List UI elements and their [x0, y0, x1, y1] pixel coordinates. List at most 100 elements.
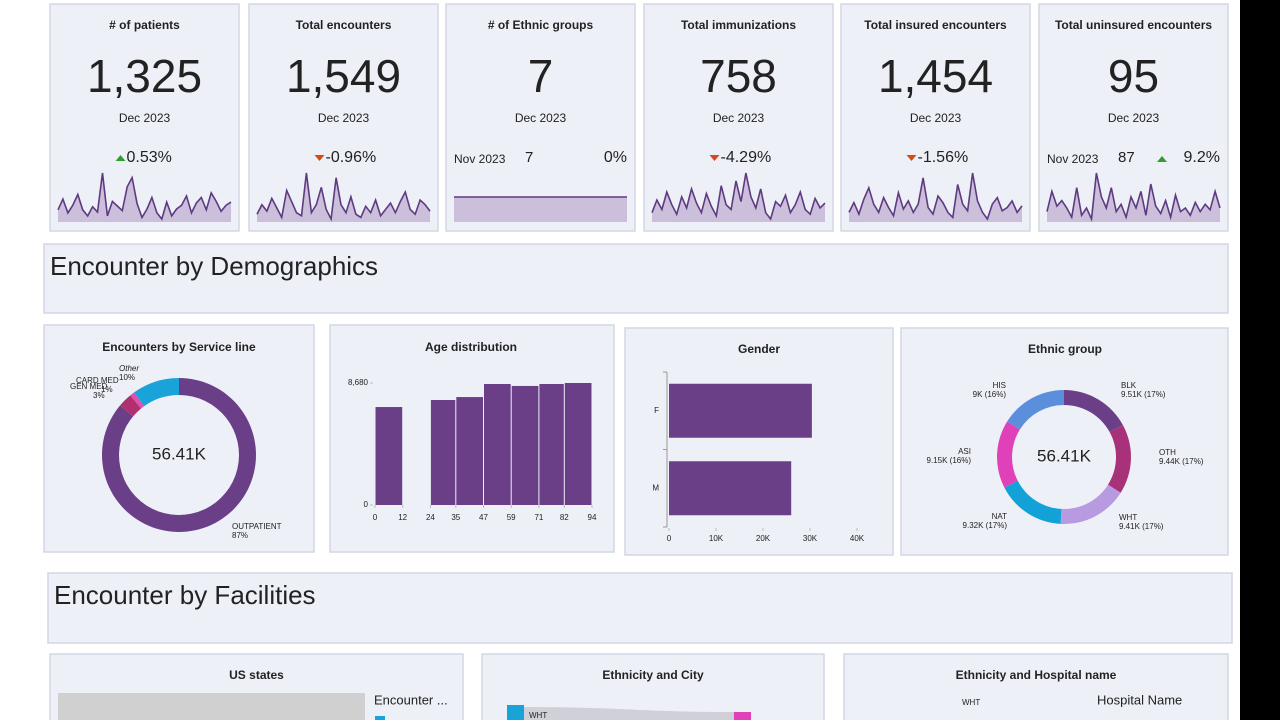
- y-tick-label: 0: [364, 500, 369, 509]
- donut-value-label: 9.44K (17%): [1159, 457, 1204, 466]
- donut-value-label: 10%: [119, 373, 135, 382]
- x-tick-label: 10K: [709, 534, 724, 543]
- donut-label: WHT: [1119, 513, 1137, 522]
- section-header: [47, 572, 1233, 644]
- donut-value-label: 9.32K (17%): [963, 521, 1008, 530]
- x-tick-label: 71: [534, 513, 543, 522]
- donut-segment: [997, 421, 1020, 488]
- sparkline-area: [849, 173, 1022, 222]
- kpi-change: 9.2%: [1184, 149, 1220, 166]
- y-tick-label: M: [652, 483, 659, 492]
- kpi-prev-period: Nov 2023: [454, 152, 506, 166]
- kpi-change: -1.56%: [918, 149, 969, 166]
- kpi-title: Total encounters: [296, 18, 392, 32]
- kpi-period: Dec 2023: [910, 111, 962, 125]
- donut-label: ASI: [958, 447, 971, 456]
- histogram-bar: [564, 383, 592, 505]
- donut-label: Other: [119, 364, 139, 373]
- donut-label: CARD MED: [76, 376, 119, 385]
- y-tick-label: 8,680: [348, 378, 369, 387]
- donut-label: GEN MED: [70, 382, 108, 391]
- sparkline: [57, 172, 232, 221]
- trend-arrow: [709, 155, 720, 161]
- sparkline: [848, 172, 1023, 221]
- histogram-bar: [430, 400, 456, 505]
- donut-value-label: 9.51K (17%): [1121, 390, 1166, 399]
- kpi-card: [248, 3, 439, 232]
- kpi-value: 7: [528, 50, 554, 102]
- x-tick-label: 47: [479, 513, 488, 522]
- flow-label: WHT: [529, 711, 547, 720]
- kpi-change: 0.53%: [127, 149, 172, 166]
- donut-segment: [1108, 424, 1132, 493]
- kpi-change: -0.96%: [326, 149, 377, 166]
- x-tick-label: 59: [507, 513, 516, 522]
- bar: [669, 461, 792, 516]
- kpi-period: Dec 2023: [515, 111, 567, 125]
- kpi-card: [840, 3, 1031, 232]
- axis-label: WHT: [962, 698, 980, 707]
- chart-title: Age distribution: [425, 340, 517, 354]
- donut-label: BLK: [1121, 381, 1137, 390]
- donut-segment: [134, 378, 179, 407]
- x-tick-label: 12: [398, 513, 407, 522]
- sparkline: [1046, 172, 1221, 223]
- donut-segment: [1060, 484, 1121, 524]
- x-tick-label: 35: [451, 513, 460, 522]
- kpi-title: # of Ethnic groups: [488, 18, 594, 32]
- kpi-value: 1,454: [878, 50, 993, 102]
- x-tick-label: 30K: [803, 534, 818, 543]
- kpi-prev-value: 7: [525, 149, 533, 166]
- x-tick-label: 20K: [756, 534, 771, 543]
- trend-arrow: [314, 155, 325, 161]
- kpi-title: Total immunizations: [681, 18, 796, 32]
- legend-title: Encounter ...: [374, 692, 448, 707]
- x-tick-label: 40K: [850, 534, 865, 543]
- sparkline-area: [1047, 173, 1220, 222]
- donut-value-label: 1%: [101, 385, 113, 394]
- section-header: [43, 243, 1229, 314]
- sparkline: [256, 172, 431, 222]
- legend-swatch: [375, 716, 385, 720]
- bar: [669, 383, 812, 438]
- x-tick-label: 0: [667, 534, 672, 543]
- trend-arrow: [115, 155, 126, 161]
- screen-edge: [1240, 0, 1280, 720]
- donut-segment: [120, 395, 142, 417]
- kpi-change: 0%: [604, 149, 627, 166]
- kpi-prev-value: 87: [1118, 149, 1135, 166]
- kpi-value: 1,549: [286, 50, 401, 102]
- chart-title: Ethnicity and Hospital name: [956, 668, 1117, 682]
- donut-label: HIS: [993, 381, 1006, 390]
- donut-label: NAT: [992, 512, 1008, 521]
- chart-title: Encounters by Service line: [102, 340, 256, 354]
- kpi-title: # of patients: [109, 18, 180, 32]
- chart-card: [624, 327, 894, 556]
- histogram-bar: [539, 383, 564, 505]
- kpi-card: [49, 3, 240, 232]
- sparkline-area: [257, 173, 430, 222]
- histogram-bar: [456, 397, 483, 505]
- donut-label: OTH: [1159, 448, 1176, 457]
- kpi-period: Dec 2023: [318, 111, 370, 125]
- kpi-change: -4.29%: [721, 149, 772, 166]
- flow-node: [734, 712, 751, 720]
- donut-value-label: 3%: [93, 391, 105, 400]
- x-tick-label: 0: [373, 513, 378, 522]
- chart-title: Ethnicity and City: [602, 668, 704, 682]
- histogram-bar: [484, 383, 511, 505]
- y-tick-label: F: [654, 406, 659, 415]
- flow-node: [507, 705, 524, 720]
- kpi-value: 758: [700, 50, 777, 102]
- donut-segment: [1064, 390, 1123, 433]
- kpi-period: Dec 2023: [1108, 111, 1160, 125]
- map-placeholder: [58, 693, 365, 720]
- chart-title: US states: [229, 668, 284, 682]
- kpi-period: Dec 2023: [119, 111, 171, 125]
- donut-value-label: 87%: [232, 531, 248, 540]
- kpi-value: 95: [1108, 50, 1159, 102]
- chart-card: [843, 653, 1229, 720]
- donut-value-label: 9K (16%): [973, 390, 1007, 399]
